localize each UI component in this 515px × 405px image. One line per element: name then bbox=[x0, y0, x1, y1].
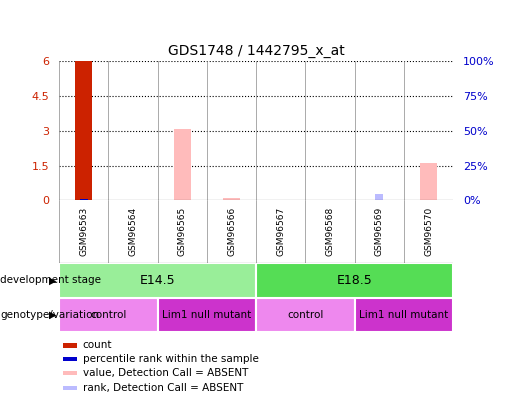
Text: value, Detection Call = ABSENT: value, Detection Call = ABSENT bbox=[83, 368, 248, 378]
Bar bbox=[59, 263, 256, 298]
Text: GSM96564: GSM96564 bbox=[129, 207, 138, 256]
Text: GSM96563: GSM96563 bbox=[79, 207, 89, 256]
Text: ▶: ▶ bbox=[49, 275, 57, 286]
Text: control: control bbox=[90, 310, 127, 320]
Bar bbox=[63, 357, 77, 361]
Bar bbox=[63, 371, 77, 375]
Title: GDS1748 / 1442795_x_at: GDS1748 / 1442795_x_at bbox=[168, 44, 345, 58]
Text: GSM96568: GSM96568 bbox=[325, 207, 335, 256]
Text: Lim1 null mutant: Lim1 null mutant bbox=[162, 310, 252, 320]
Bar bbox=[256, 298, 355, 332]
Text: development stage: development stage bbox=[0, 275, 101, 286]
Text: ▶: ▶ bbox=[49, 310, 57, 320]
Text: percentile rank within the sample: percentile rank within the sample bbox=[83, 354, 259, 364]
Text: E14.5: E14.5 bbox=[140, 274, 176, 287]
Bar bbox=[420, 163, 437, 200]
Bar bbox=[158, 298, 256, 332]
Bar bbox=[174, 129, 191, 200]
Text: rank, Detection Call = ABSENT: rank, Detection Call = ABSENT bbox=[83, 383, 243, 393]
Bar bbox=[63, 386, 77, 390]
Text: GSM96569: GSM96569 bbox=[375, 207, 384, 256]
Bar bbox=[59, 298, 158, 332]
Bar bbox=[63, 343, 77, 347]
Text: Lim1 null mutant: Lim1 null mutant bbox=[359, 310, 449, 320]
Bar bbox=[80, 199, 88, 200]
Bar bbox=[355, 298, 453, 332]
Text: count: count bbox=[83, 341, 112, 350]
Text: control: control bbox=[287, 310, 323, 320]
Text: genotype/variation: genotype/variation bbox=[0, 310, 99, 320]
Text: GSM96570: GSM96570 bbox=[424, 207, 433, 256]
Bar bbox=[375, 194, 383, 200]
Text: GSM96565: GSM96565 bbox=[178, 207, 187, 256]
Bar bbox=[256, 263, 453, 298]
Bar bbox=[75, 61, 93, 200]
Text: GSM96566: GSM96566 bbox=[227, 207, 236, 256]
Text: E18.5: E18.5 bbox=[337, 274, 372, 287]
Bar bbox=[223, 198, 240, 200]
Text: GSM96567: GSM96567 bbox=[277, 207, 285, 256]
